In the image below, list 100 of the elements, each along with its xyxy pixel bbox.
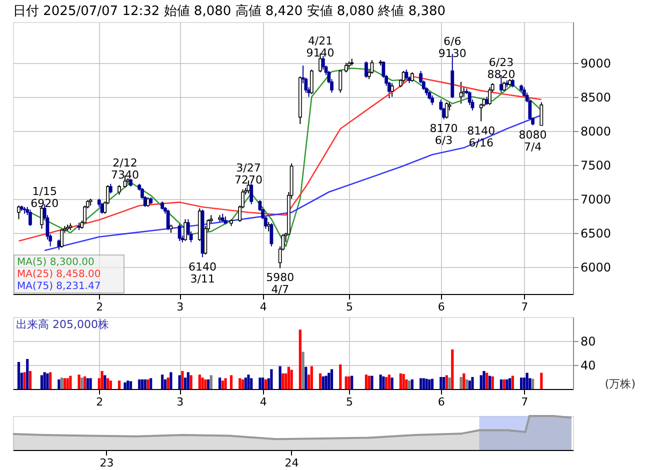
- bar: [46, 373, 49, 389]
- bar: [330, 369, 334, 389]
- annotation: 6/6 9130: [438, 34, 466, 60]
- bar: [190, 375, 192, 389]
- bar: [146, 379, 150, 389]
- bar: [328, 372, 330, 389]
- annotation: 8170 6/3: [430, 122, 458, 148]
- bar: [368, 376, 370, 389]
- bar: [244, 378, 247, 389]
- bar: [40, 375, 44, 389]
- bar: [430, 378, 434, 389]
- y-tick-label: 6500: [580, 226, 612, 240]
- bar: [290, 370, 293, 389]
- bar: [161, 374, 164, 389]
- candlestick: [488, 86, 492, 106]
- candlestick: [118, 184, 121, 196]
- x-tick-label: 3: [176, 300, 184, 314]
- bar: [69, 376, 72, 389]
- bar: [440, 377, 442, 389]
- bar: [221, 380, 224, 389]
- bar: [310, 366, 313, 389]
- candlestick: [338, 69, 342, 94]
- candlestick: [178, 222, 182, 242]
- bar: [83, 376, 86, 389]
- candlestick: [184, 218, 188, 242]
- bar: [425, 378, 428, 389]
- candlestick: [410, 72, 414, 82]
- candlestick: [166, 209, 170, 231]
- bar: [370, 376, 374, 389]
- candlestick: [364, 60, 368, 78]
- bar: [399, 373, 402, 389]
- y-tick-label: 40: [580, 358, 596, 372]
- candlestick: [60, 228, 64, 248]
- bar: [178, 375, 181, 389]
- x-tick-label: 4: [260, 396, 267, 408]
- bar: [129, 381, 132, 389]
- bar: [486, 372, 488, 389]
- y-tick-label: 9000: [580, 56, 612, 70]
- bar: [23, 372, 26, 389]
- annotation: 2/12 7340: [111, 156, 139, 182]
- bar: [471, 377, 474, 389]
- x-tick-label: 5: [346, 300, 353, 314]
- bar: [63, 378, 66, 389]
- bar: [78, 374, 80, 389]
- bar: [428, 379, 431, 389]
- bar: [201, 378, 204, 389]
- bar: [278, 366, 282, 389]
- bar: [462, 373, 466, 389]
- text: MA(25) 8,458.00: [17, 269, 101, 280]
- bar: [100, 371, 104, 389]
- bar: [298, 330, 302, 389]
- bar: [126, 380, 130, 389]
- bar: [460, 377, 462, 389]
- y-tick-label: 7500: [580, 158, 612, 172]
- candlestick: [430, 94, 434, 106]
- bar: [322, 376, 324, 389]
- candlestick: [17, 205, 20, 220]
- bar: [500, 379, 503, 389]
- bar: [241, 379, 244, 389]
- candlestick: [266, 221, 270, 232]
- text: MA(5) 8,300.00: [17, 257, 94, 268]
- y-tick-label: 80: [580, 334, 596, 348]
- bar: [520, 378, 523, 389]
- bar: [480, 375, 482, 389]
- chart-title: 出来高 205,000株: [16, 318, 109, 331]
- y-axis-title: (万株): [604, 378, 636, 390]
- bar: [264, 379, 268, 389]
- bar: [324, 376, 328, 389]
- bar: [502, 379, 506, 389]
- y-tick-label: 8000: [580, 124, 612, 138]
- bar: [210, 375, 212, 389]
- bar: [508, 378, 512, 389]
- bar: [385, 377, 388, 389]
- candlestick: [108, 183, 112, 194]
- bar: [204, 379, 207, 389]
- candlestick: [57, 239, 61, 250]
- bar: [144, 379, 146, 389]
- x-tick-label: 4: [260, 300, 267, 314]
- y-tick-label: 6000: [580, 260, 612, 274]
- bar: [442, 377, 446, 389]
- bar: [80, 378, 84, 389]
- x-tick-label: 7: [521, 396, 528, 408]
- x-tick-label: 3: [176, 396, 184, 408]
- bar: [468, 380, 471, 389]
- bar: [348, 376, 350, 389]
- bar: [511, 376, 514, 389]
- y-tick-label: 8500: [580, 90, 612, 104]
- bar: [206, 379, 210, 389]
- bar: [218, 378, 222, 389]
- x-tick-label: 7: [521, 300, 528, 314]
- chart-title: 日付 2025/07/07 12:32 始値 8,080 高値 8,420 安値 8,080 終値 8,380: [13, 3, 446, 19]
- bar: [250, 378, 253, 389]
- bar: [448, 378, 451, 389]
- bar: [66, 378, 69, 389]
- bar: [104, 375, 106, 389]
- bar: [118, 380, 121, 389]
- bar: [106, 378, 110, 389]
- bar: [451, 349, 454, 389]
- candlestick: [344, 62, 348, 73]
- x-tick-label: 5: [346, 396, 353, 408]
